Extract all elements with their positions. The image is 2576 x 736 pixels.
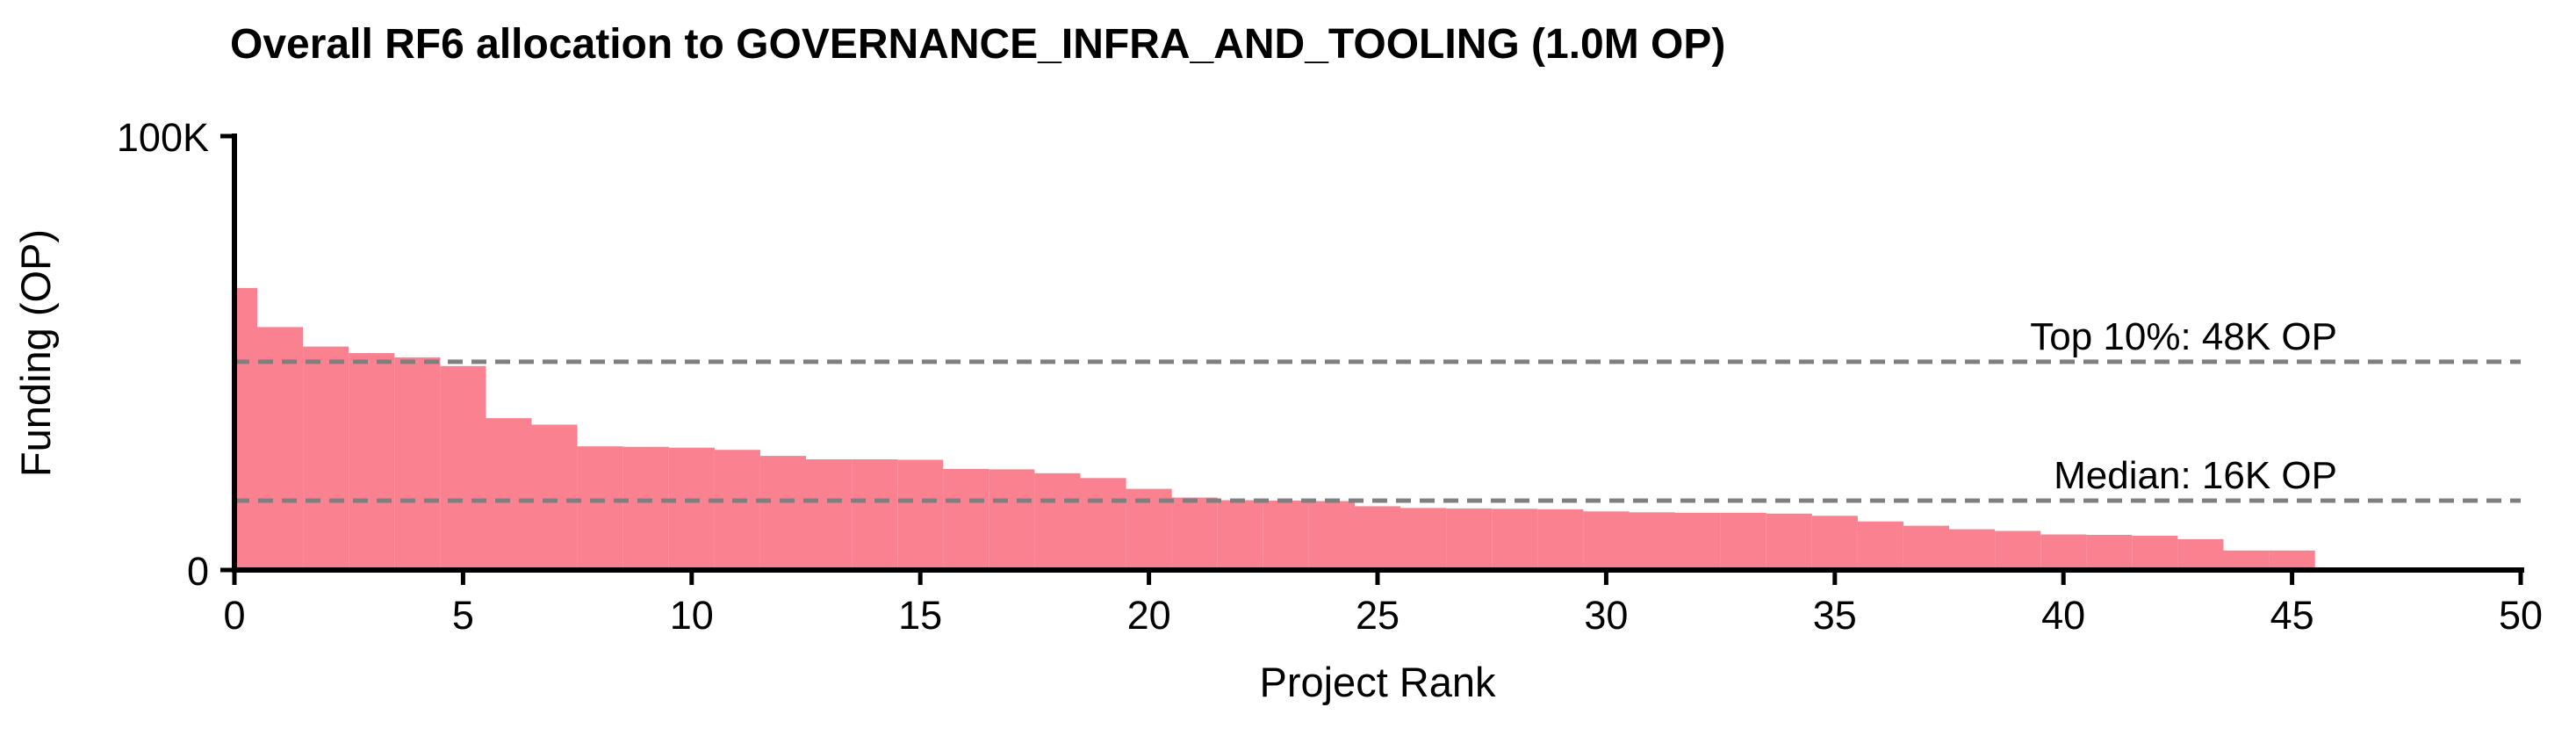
bar-rank-26: [1400, 508, 1447, 570]
bar-rank-12: [759, 456, 806, 570]
bar-rank-45: [2269, 550, 2315, 570]
bar-rank-16: [943, 468, 989, 570]
bar-rank-39: [1995, 530, 2041, 570]
x-tick-label-35: 35: [1813, 593, 1857, 638]
x-tick-label-20: 20: [1127, 593, 1171, 638]
bar-rank-1: [257, 327, 304, 570]
bar-rank-23: [1263, 501, 1309, 570]
bar-rank-37: [1903, 525, 1949, 570]
bar-rank-27: [1446, 508, 1493, 570]
bar-rank-7: [531, 424, 578, 570]
bar-rank-38: [1949, 529, 1996, 570]
bar-rank-8: [577, 446, 623, 570]
x-tick-label-45: 45: [2270, 593, 2314, 638]
bar-rank-17: [989, 469, 1035, 570]
median-reference-label: Median: 16K OP: [2054, 454, 2337, 497]
bar-rank-32: [1674, 512, 1721, 570]
bar-rank-43: [2177, 538, 2224, 570]
y-tick-label-0: 0: [187, 549, 209, 594]
reference-lines-layer: Top 10%: 48K OP Median: 16K OP: [234, 315, 2521, 503]
bar-rank-40: [2040, 534, 2087, 570]
ticks-layer: 0 5 10 15 20 25 30 35 40 45 50 0 100K: [117, 115, 2543, 638]
chart-title: Overall RF6 allocation to GOVERNANCE_INF…: [230, 21, 1725, 68]
y-axis-title: Funding (OP): [12, 229, 59, 477]
bar-rank-18: [1034, 473, 1081, 570]
x-tick-label-5: 5: [452, 593, 474, 638]
y-tick-label-100000: 100K: [117, 115, 209, 160]
bars-layer: [234, 287, 2315, 571]
bar-rank-41: [2086, 535, 2133, 570]
bar-rank-28: [1492, 509, 1538, 570]
bar-rank-21: [1171, 497, 1218, 570]
bar-rank-4: [394, 357, 441, 570]
bar-rank-9: [622, 446, 669, 570]
x-tick-label-10: 10: [670, 593, 714, 638]
bar-rank-6: [486, 418, 532, 570]
top10-reference-label: Top 10%: 48K OP: [2030, 315, 2337, 358]
bar-rank-31: [1629, 512, 1675, 570]
x-axis-title: Project Rank: [1259, 659, 1496, 705]
bar-rank-30: [1583, 511, 1630, 570]
x-tick-label-50: 50: [2499, 593, 2543, 638]
bar-rank-22: [1217, 500, 1263, 570]
x-tick-label-30: 30: [1584, 593, 1628, 638]
bar-rank-29: [1537, 509, 1584, 570]
bar-rank-36: [1857, 521, 1903, 570]
bar-rank-14: [852, 459, 898, 570]
bar-rank-35: [1811, 516, 1858, 571]
bar-rank-33: [1720, 512, 1767, 570]
bar-rank-44: [2223, 550, 2270, 570]
bar-rank-25: [1355, 506, 1401, 570]
x-tick-label-0: 0: [223, 593, 245, 638]
bar-rank-10: [668, 447, 715, 570]
bar-rank-13: [806, 459, 853, 570]
x-tick-label-25: 25: [1356, 593, 1400, 638]
x-tick-label-40: 40: [2041, 593, 2085, 638]
bar-rank-24: [1308, 501, 1355, 570]
bar-rank-42: [2132, 536, 2178, 570]
bar-rank-34: [1766, 513, 1812, 570]
bar-rank-0: [234, 287, 257, 570]
bar-rank-2: [303, 346, 349, 570]
bar-rank-19: [1080, 478, 1126, 570]
bar-rank-15: [897, 459, 944, 570]
bar-rank-3: [349, 353, 395, 570]
bar-rank-11: [714, 450, 760, 570]
bar-rank-5: [440, 365, 486, 570]
x-tick-label-15: 15: [898, 593, 942, 638]
